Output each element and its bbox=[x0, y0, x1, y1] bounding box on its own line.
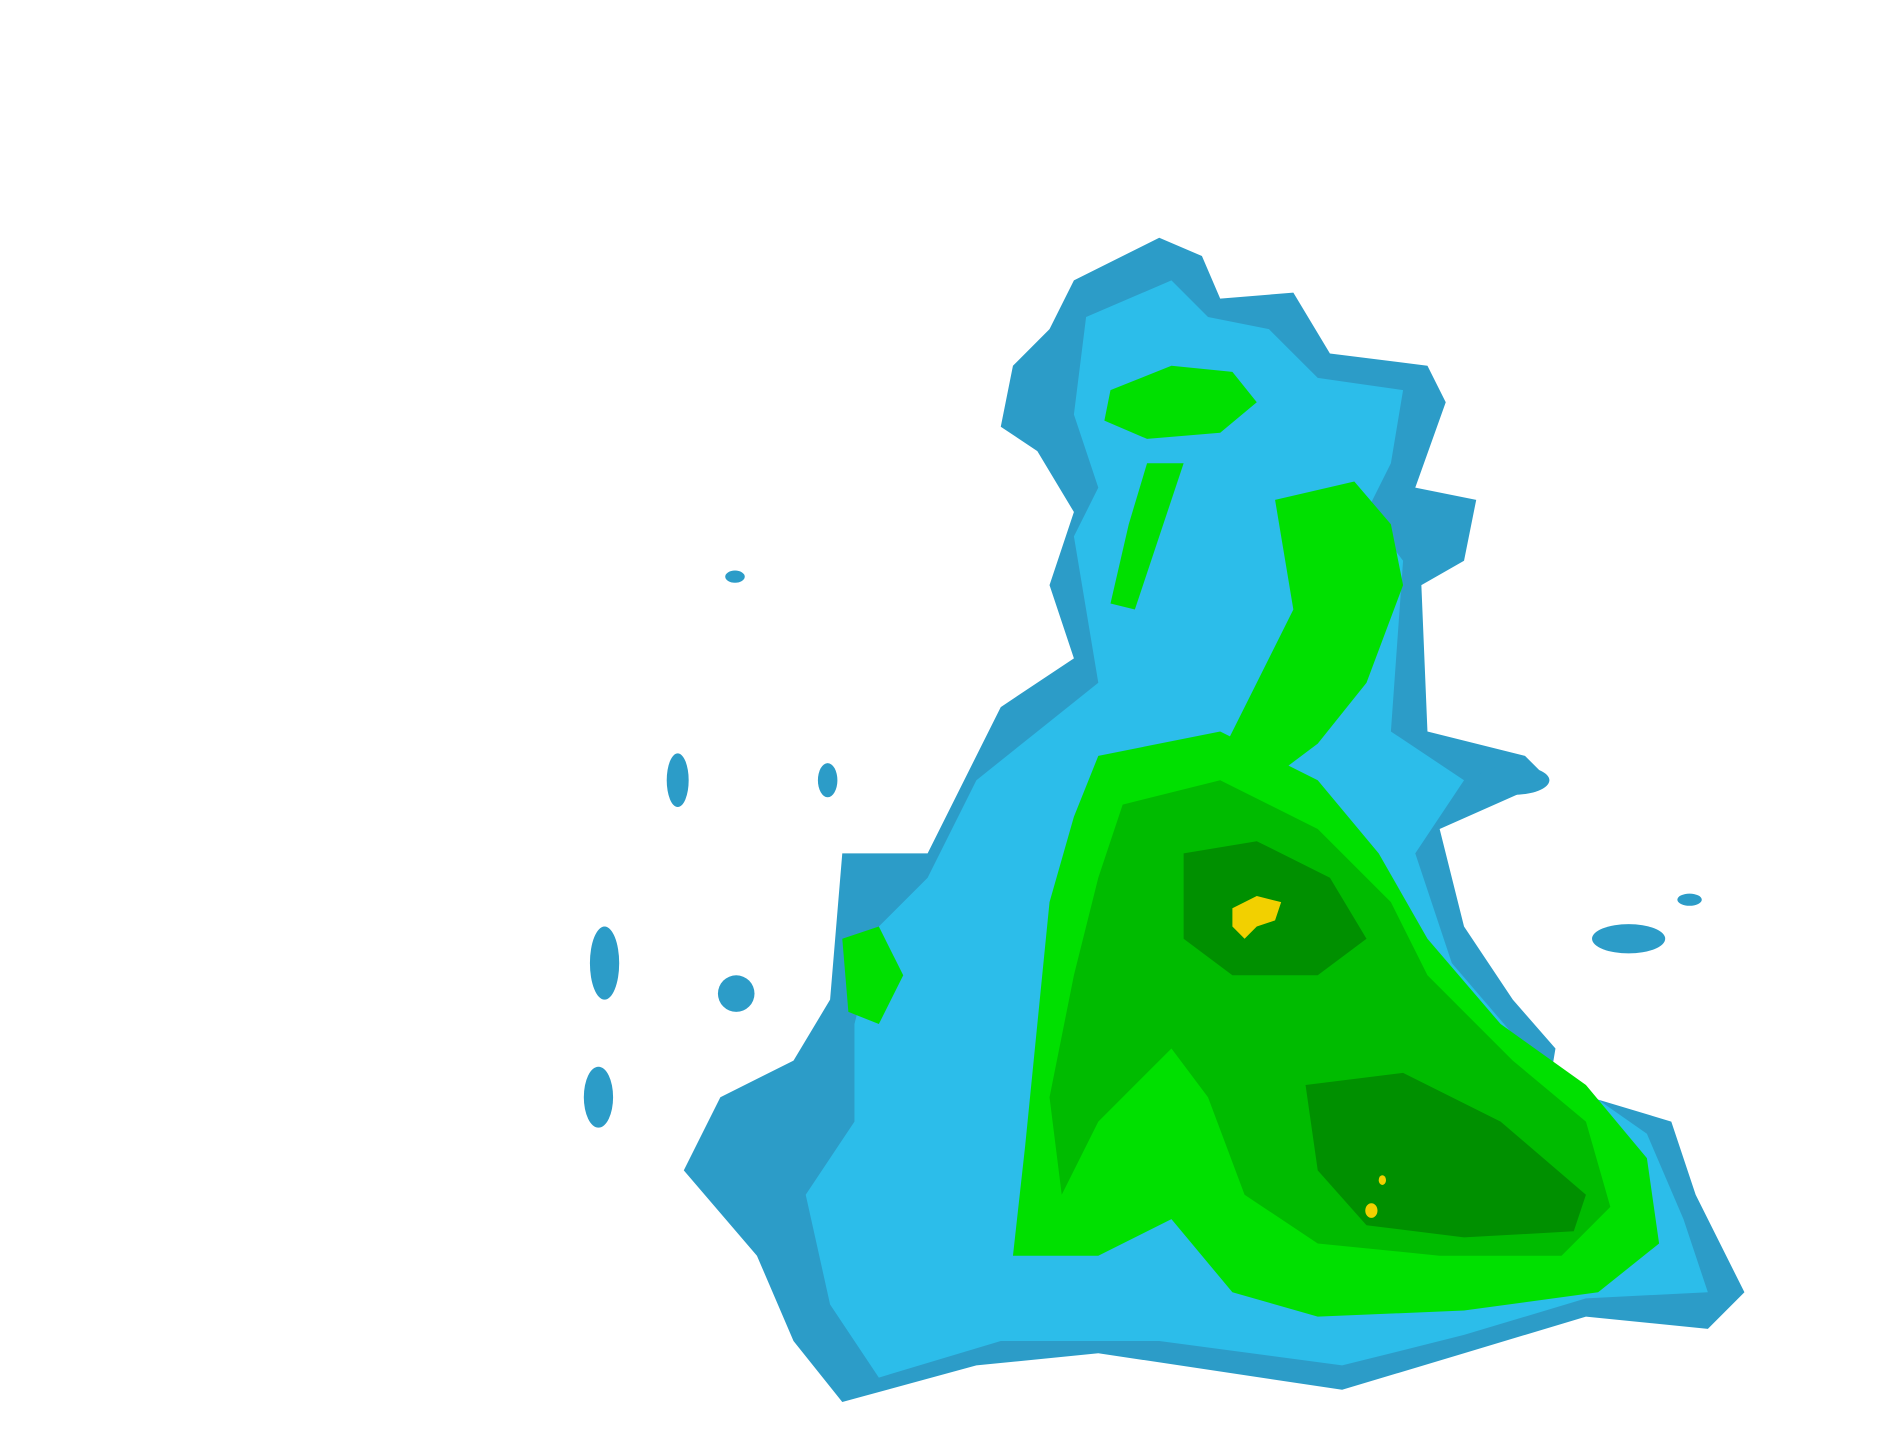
echo-island bbox=[817, 763, 838, 798]
echo-green-west bbox=[842, 926, 904, 1025]
echo-island bbox=[717, 975, 755, 1012]
echo-island bbox=[1476, 765, 1550, 795]
echo-yellow-cell bbox=[1378, 1175, 1387, 1185]
reflectivity-very-high bbox=[1232, 896, 1387, 1218]
echo-green-streak bbox=[1110, 463, 1184, 610]
echo-island bbox=[1592, 924, 1666, 954]
echo-dark-south bbox=[1305, 1072, 1586, 1238]
echo-yellow-core bbox=[1232, 896, 1282, 939]
echo-island bbox=[583, 1066, 614, 1128]
echo-yellow-cell bbox=[1365, 1203, 1378, 1218]
echo-green-band bbox=[1220, 481, 1404, 781]
echo-island bbox=[725, 570, 745, 583]
echo-island bbox=[589, 926, 620, 1000]
echo-island bbox=[666, 753, 689, 808]
echo-green-north bbox=[1104, 365, 1257, 439]
echo-island bbox=[1677, 893, 1702, 906]
